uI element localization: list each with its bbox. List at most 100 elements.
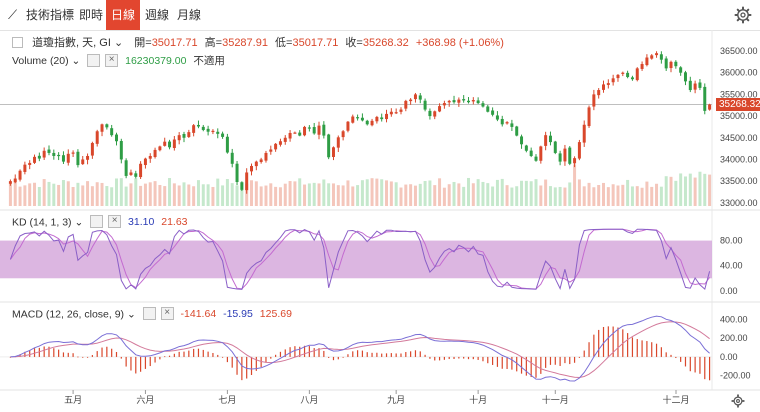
macd-histogram-bar	[482, 356, 484, 362]
candle-body	[360, 117, 364, 121]
volume-bar	[13, 182, 17, 206]
tab-weekly[interactable]: 週線	[145, 8, 170, 22]
candle-body	[76, 151, 80, 166]
macd-histogram-bar	[419, 351, 421, 357]
macd-histogram-bar	[19, 354, 21, 357]
candle-body	[375, 116, 379, 122]
macd-histogram-bar	[472, 356, 474, 360]
candle-body	[481, 103, 485, 107]
tab-realtime[interactable]: 即時	[79, 8, 104, 22]
settings-icon[interactable]	[87, 53, 101, 67]
candle-body	[645, 57, 649, 66]
candle-body	[124, 160, 128, 176]
volume-bar	[100, 182, 104, 206]
volume-bar	[457, 183, 461, 206]
candle-body	[515, 126, 519, 136]
macd-histogram-bar	[106, 346, 108, 357]
symbol-name[interactable]: 道瓊指數, 天, GI	[32, 37, 111, 49]
candle-body	[558, 153, 562, 162]
macd-histogram-bar	[29, 350, 31, 357]
close-icon[interactable]: ×	[108, 215, 122, 228]
candle-body	[61, 155, 65, 162]
candle-body	[582, 124, 586, 143]
volume-bar	[698, 171, 702, 206]
tab-monthly[interactable]: 月線	[177, 8, 202, 22]
volume-bar	[148, 182, 152, 206]
macd-histogram-bar	[400, 353, 402, 357]
volume-name[interactable]: Volume (20)	[12, 55, 69, 67]
candle-body	[86, 155, 90, 160]
candle-body	[640, 64, 644, 69]
settings-icon[interactable]	[142, 307, 156, 320]
macd-histogram-bar	[684, 356, 687, 367]
chevron-down-icon[interactable]: ⌄	[113, 37, 124, 49]
axis-settings-icon[interactable]	[731, 394, 745, 408]
volume-bar	[356, 185, 360, 206]
macd-histogram-bar	[660, 347, 662, 357]
volume-bar	[688, 173, 692, 206]
macd-histogram-bar	[496, 356, 499, 367]
close-icon[interactable]: ×	[160, 307, 174, 320]
chevron-down-icon[interactable]: ⌄	[126, 308, 136, 321]
macd-histogram-bar	[236, 356, 238, 375]
volume-bar	[365, 179, 369, 206]
volume-bar	[322, 179, 326, 206]
candle-body	[148, 155, 152, 159]
volume-bar	[409, 184, 413, 206]
volume-bar	[669, 176, 673, 206]
candle-body	[626, 72, 630, 78]
chevron-down-icon[interactable]: ⌄	[74, 216, 84, 229]
macd-tick-label: 0.00	[720, 352, 738, 362]
macd-name[interactable]: MACD (12, 26, close, 9)	[12, 308, 125, 321]
macd-histogram-bar	[694, 356, 696, 373]
settings-gear-icon[interactable]	[734, 6, 752, 24]
high-value: 35287.91	[222, 37, 268, 49]
candle-body	[81, 159, 85, 165]
macd-histogram-bar	[62, 352, 65, 357]
chevron-down-icon[interactable]: ⌄	[71, 55, 81, 67]
macd-histogram-bar	[366, 352, 368, 357]
volume-bar	[129, 183, 133, 206]
macd-histogram-bar	[289, 347, 291, 357]
candle-body	[153, 149, 157, 158]
volume-bar	[534, 179, 538, 206]
month-tick-label: 五月	[64, 395, 82, 405]
volume-bar	[95, 182, 99, 206]
macd-histogram-bar	[342, 356, 344, 358]
candle-body	[105, 124, 109, 128]
volume-bar	[264, 185, 268, 206]
macd-histogram-bar	[356, 350, 359, 357]
volume-bar	[187, 184, 191, 206]
macd-histogram-bar	[72, 353, 74, 357]
volume-bar	[201, 184, 205, 206]
macd-histogram-bar	[458, 356, 460, 359]
candle-body	[659, 54, 663, 60]
macd-histogram-bar	[511, 356, 513, 370]
month-tick-label: 七月	[218, 395, 236, 405]
kd-name[interactable]: KD (14, 1, 3)	[12, 216, 72, 229]
candle-body	[95, 131, 99, 144]
volume-bar	[693, 177, 697, 206]
candle-body	[13, 178, 17, 183]
candle-body	[293, 132, 297, 134]
candle-body	[52, 152, 56, 156]
macd-legend: MACD (12, 26, close, 9) ⌄ × -141.64 -15.…	[12, 307, 292, 321]
volume-bar	[399, 187, 403, 206]
volume-bar	[577, 179, 581, 206]
macd-histogram-bar	[680, 356, 682, 362]
price-tick-label: 35000.00	[720, 111, 758, 121]
collapse-icon[interactable]	[12, 36, 23, 48]
candle-body	[365, 120, 369, 125]
k-value: 31.10	[128, 216, 155, 229]
close-icon[interactable]: ×	[105, 53, 119, 67]
macd-histogram-bar	[414, 350, 417, 357]
chart-indicator-icon[interactable]: ⟋	[8, 7, 18, 22]
indicators-button[interactable]: 技術指標	[26, 8, 75, 22]
candle-body	[466, 100, 470, 103]
settings-icon[interactable]	[90, 215, 104, 228]
candle-body	[698, 82, 702, 88]
month-tick-label: 十月	[469, 394, 487, 405]
volume-bar	[105, 186, 109, 206]
tab-daily[interactable]: 日線	[106, 0, 140, 30]
